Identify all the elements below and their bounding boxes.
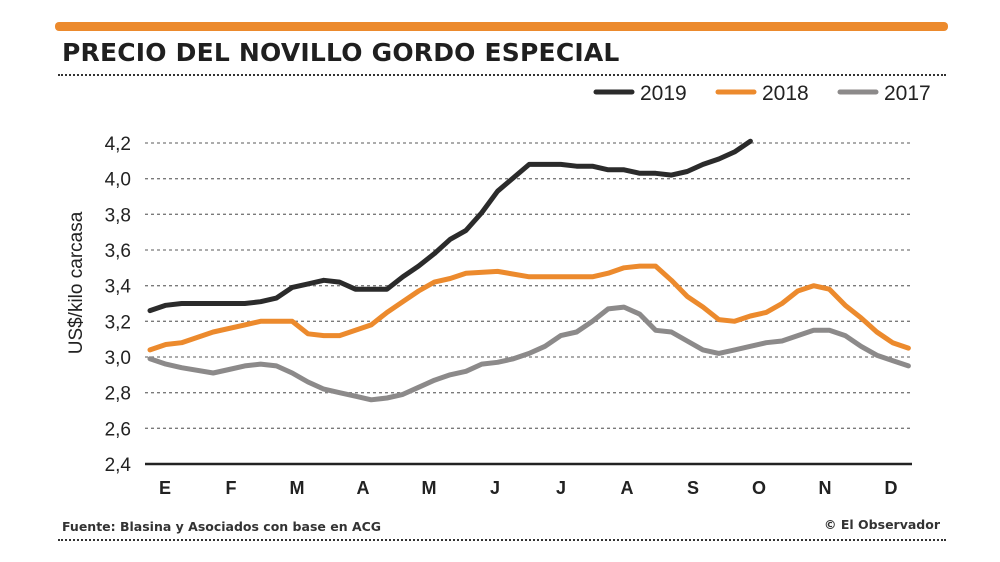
x-tick-label: M xyxy=(290,478,305,498)
y-tick-label: 3,6 xyxy=(105,241,131,262)
series-line-2018 xyxy=(147,263,911,353)
series-lines xyxy=(147,138,911,403)
y-axis-ticks: 2,4 2,6 2,8 3,0 3,2 3,4 3,6 3,8 4,0 4,2 xyxy=(105,134,132,476)
source-note: Fuente: Blasina y Asociados con base en … xyxy=(62,519,382,534)
series-line-2019 xyxy=(147,138,753,314)
legend-label-2018: 2018 xyxy=(762,82,809,105)
title-divider xyxy=(58,74,946,76)
y-tick-label: 3,8 xyxy=(105,205,131,226)
accent-bar xyxy=(55,22,948,31)
x-tick-label: J xyxy=(556,478,566,498)
y-tick-label: 2,4 xyxy=(105,455,132,476)
x-tick-label: A xyxy=(357,478,370,498)
x-tick-label: E xyxy=(159,478,171,498)
x-tick-label: S xyxy=(687,478,699,498)
y-tick-label: 2,6 xyxy=(105,419,131,440)
x-tick-label: J xyxy=(490,478,500,498)
legend-label-2017: 2017 xyxy=(884,82,931,105)
y-tick-label: 3,0 xyxy=(105,348,131,369)
x-tick-label: D xyxy=(885,478,898,498)
x-tick-label: N xyxy=(819,478,832,498)
chart-title: PRECIO DEL NOVILLO GORDO ESPECIAL xyxy=(62,38,620,67)
y-tick-label: 4,0 xyxy=(105,170,131,191)
y-tick-label: 4,2 xyxy=(105,134,131,155)
x-tick-label: F xyxy=(226,478,237,498)
footer-divider xyxy=(58,539,946,541)
credit-note: © El Observador xyxy=(824,517,940,532)
x-tick-label: A xyxy=(621,478,634,498)
x-tick-label: M xyxy=(422,478,437,498)
y-tick-label: 2,8 xyxy=(105,384,131,405)
x-tick-label: O xyxy=(752,478,766,498)
y-axis-label: US$/kilo carcasa xyxy=(66,211,87,354)
legend: 2019 2018 2017 xyxy=(593,82,931,105)
series-line-2017 xyxy=(147,304,911,403)
legend-label-2019: 2019 xyxy=(640,82,687,105)
y-tick-label: 3,2 xyxy=(105,312,131,333)
y-tick-label: 3,4 xyxy=(105,277,132,298)
